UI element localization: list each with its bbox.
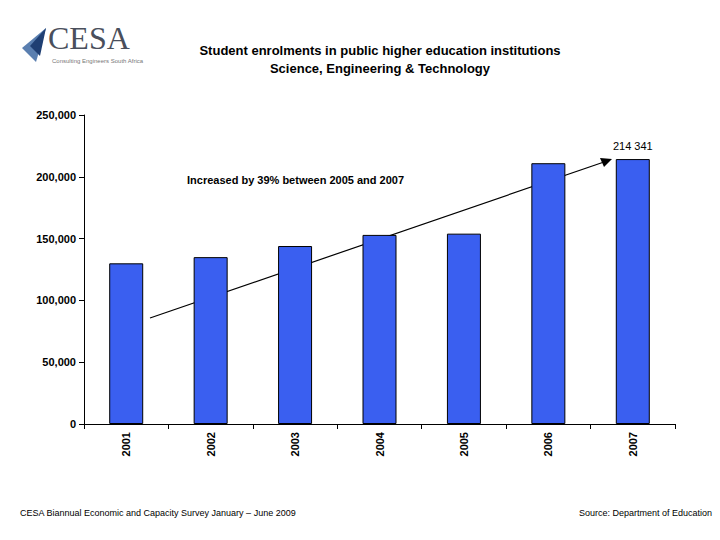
svg-text:50,000: 50,000 bbox=[42, 356, 76, 368]
svg-text:Source: Department of Educatio: Source: Department of Education bbox=[579, 508, 712, 518]
svg-text:2006: 2006 bbox=[542, 432, 554, 456]
svg-text:150,000: 150,000 bbox=[36, 233, 76, 245]
svg-text:Science, Engineering & Technol: Science, Engineering & Technology bbox=[270, 61, 491, 76]
svg-text:Consulting Engineers South Afr: Consulting Engineers South Africa bbox=[52, 58, 144, 64]
svg-text:214 341: 214 341 bbox=[613, 140, 653, 152]
svg-text:2001: 2001 bbox=[120, 432, 132, 456]
svg-text:CESA Biannual Economic and Cap: CESA Biannual Economic and Capacity Surv… bbox=[20, 508, 296, 518]
svg-text:250,000: 250,000 bbox=[36, 109, 76, 121]
svg-text:Increased by 39% between 2005: Increased by 39% between 2005 and 2007 bbox=[187, 174, 404, 186]
svg-text:2007: 2007 bbox=[627, 432, 639, 456]
svg-text:2005: 2005 bbox=[458, 432, 470, 456]
svg-text:100,000: 100,000 bbox=[36, 294, 76, 306]
svg-text:2003: 2003 bbox=[289, 432, 301, 456]
svg-text:2002: 2002 bbox=[205, 432, 217, 456]
svg-text:Student enrolments in public h: Student enrolments in public higher educ… bbox=[199, 43, 560, 58]
svg-text:0: 0 bbox=[70, 418, 76, 430]
svg-text:2004: 2004 bbox=[374, 431, 386, 456]
svg-text:200,000: 200,000 bbox=[36, 171, 76, 183]
svg-text:CESA: CESA bbox=[48, 20, 130, 56]
